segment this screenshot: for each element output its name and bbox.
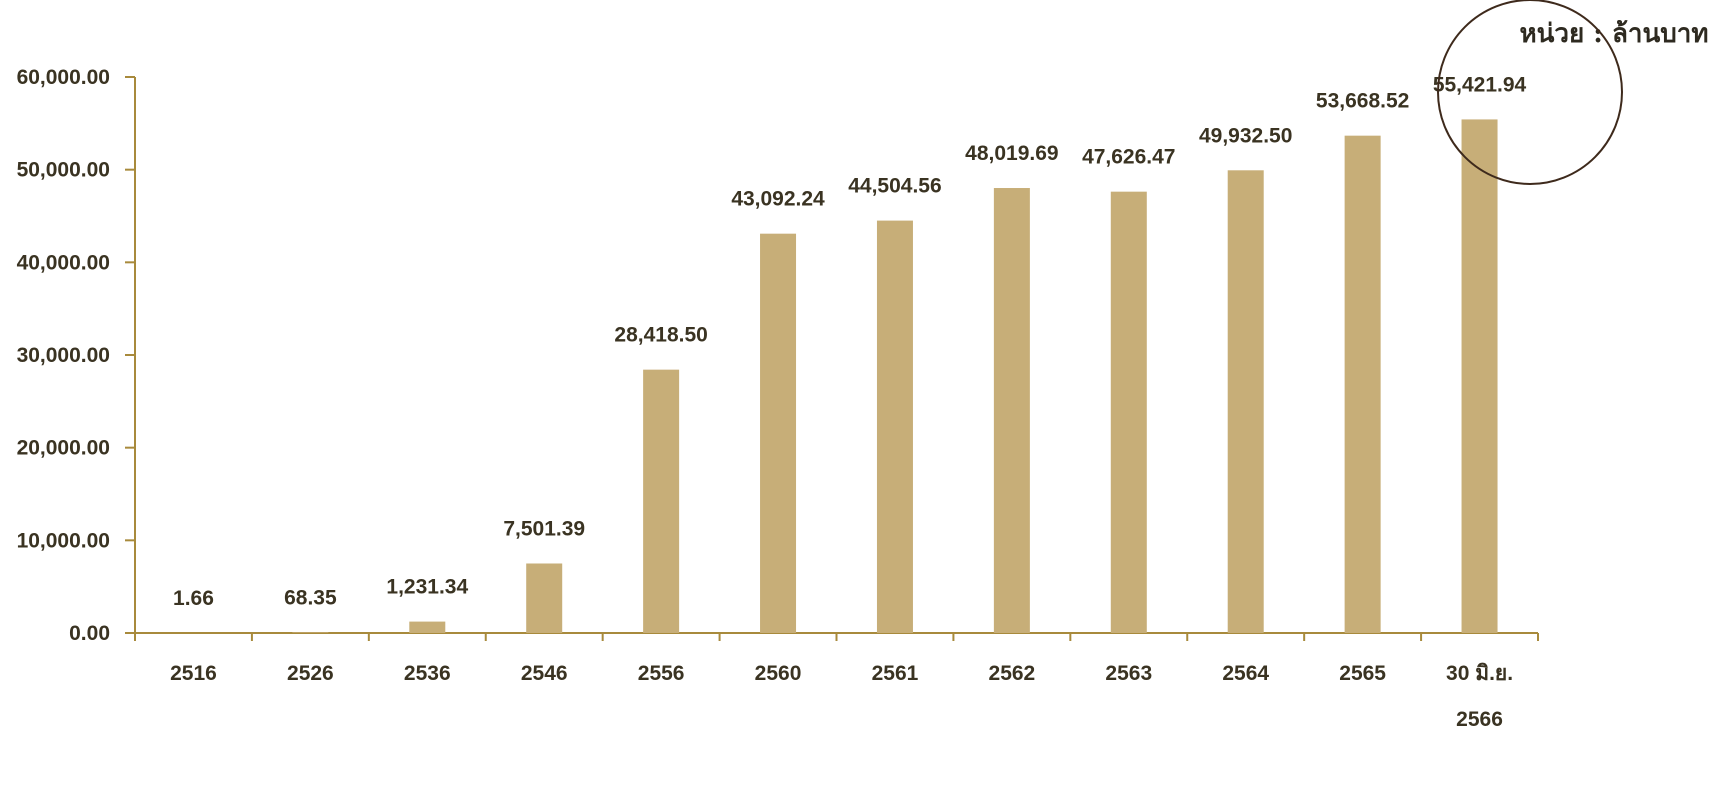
x-axis: 2516 2526 2536 2546 2556 2560 2561 2562 2563 2564… — [134, 632, 1539, 731]
bar — [876, 220, 913, 634]
bar — [292, 632, 329, 633]
data-label: 49,932.50 — [1199, 124, 1292, 147]
y-tick-label: 40,000.00 — [17, 251, 110, 274]
y-tick-label: 10,000.00 — [17, 529, 110, 552]
x-tick-label: 2561 — [872, 662, 919, 685]
y-axis: 0.00 10,000.00 20,000.00 30,000.00 40,000.00… — [17, 66, 136, 645]
data-label: 1,231.34 — [386, 576, 468, 599]
bar — [760, 233, 797, 633]
y-tick-label: 30,000.00 — [17, 344, 110, 367]
y-tick-label: 60,000.00 — [17, 66, 110, 89]
x-tick-label: 2566 — [1456, 708, 1503, 731]
data-label: 44,504.56 — [848, 175, 941, 198]
data-label: 28,418.50 — [614, 324, 707, 347]
data-label: 68.35 — [284, 586, 337, 609]
bar — [643, 369, 680, 633]
data-label: 1.66 — [173, 587, 214, 610]
data-label: 55,421.94 — [1433, 73, 1527, 96]
bars — [175, 119, 1498, 634]
data-label: 7,501.39 — [503, 517, 585, 540]
x-tick-label: 2562 — [989, 662, 1036, 685]
x-tick-label: 2563 — [1105, 662, 1152, 685]
bar — [1110, 191, 1147, 633]
x-tick-label: 2560 — [755, 662, 802, 685]
bar — [526, 563, 563, 633]
x-tick-label: 2526 — [287, 662, 334, 685]
x-tick-label: 2546 — [521, 662, 568, 685]
x-tick-label: 2564 — [1222, 662, 1269, 685]
bar — [1227, 170, 1264, 633]
x-tick-label: 30 มิ.ย. — [1446, 662, 1513, 685]
data-label: 47,626.47 — [1082, 146, 1175, 169]
data-label: 53,668.52 — [1316, 90, 1409, 113]
x-tick-label: 2536 — [404, 662, 451, 685]
bar — [1344, 135, 1381, 634]
value-labels: 1.66 68.35 1,231.34 7,501.39 28,418.50 43,092… — [173, 73, 1527, 610]
unit-label: หน่วย : ล้านบาท — [1520, 19, 1709, 49]
y-tick-label: 0.00 — [69, 622, 110, 645]
x-tick-label: 2565 — [1339, 662, 1386, 685]
bar — [409, 621, 446, 633]
bar — [993, 188, 1030, 634]
data-label: 48,019.69 — [965, 142, 1058, 165]
y-tick-label: 50,000.00 — [17, 159, 110, 182]
highlight-circle — [1437, 0, 1623, 185]
y-tick-label: 20,000.00 — [17, 437, 110, 460]
bar — [1461, 119, 1498, 634]
x-tick-label: 2516 — [170, 662, 217, 685]
data-label: 43,092.24 — [731, 188, 825, 211]
x-tick-label: 2556 — [638, 662, 685, 685]
